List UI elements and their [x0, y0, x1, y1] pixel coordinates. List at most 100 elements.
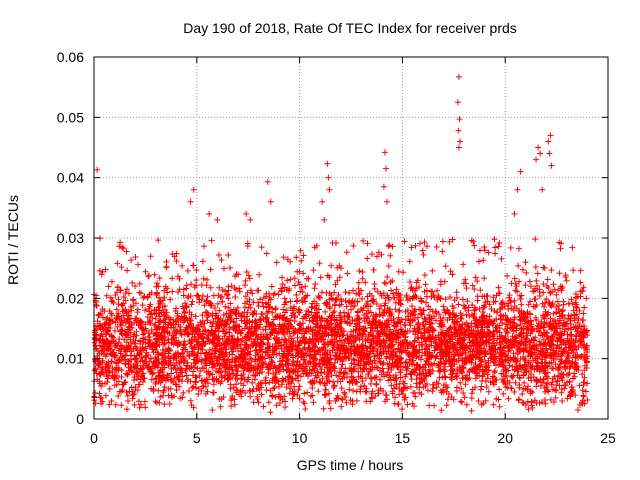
data-point	[583, 295, 590, 302]
data-point	[411, 403, 418, 410]
data-point	[511, 275, 518, 282]
data-point	[493, 376, 500, 383]
data-point	[453, 312, 460, 319]
data-point	[539, 379, 546, 386]
data-point	[267, 409, 274, 416]
data-point	[97, 371, 104, 378]
data-point	[189, 298, 196, 305]
data-point	[359, 378, 366, 385]
data-point	[551, 386, 558, 393]
data-point	[102, 326, 109, 333]
data-point	[278, 274, 285, 281]
data-point	[110, 334, 117, 341]
data-point	[342, 289, 349, 296]
data-point	[397, 300, 404, 307]
data-point	[577, 279, 584, 286]
data-point	[516, 396, 523, 403]
data-point	[154, 289, 161, 296]
data-point	[496, 290, 503, 297]
data-point	[137, 401, 144, 408]
data-point	[530, 336, 537, 343]
data-point	[367, 380, 374, 387]
data-point	[223, 337, 230, 344]
data-point	[391, 400, 398, 407]
data-point	[227, 300, 234, 307]
data-point	[225, 287, 232, 294]
data-point	[160, 317, 167, 324]
data-point	[184, 267, 191, 274]
data-point	[258, 244, 265, 251]
data-point	[124, 316, 131, 323]
data-point	[447, 324, 454, 331]
data-point	[213, 323, 220, 330]
data-point	[247, 287, 254, 294]
data-point	[397, 319, 404, 326]
data-point	[241, 304, 248, 311]
data-point	[212, 305, 219, 312]
data-point	[92, 389, 99, 396]
data-point	[419, 247, 426, 254]
data-point	[203, 358, 210, 365]
data-point	[567, 388, 574, 395]
data-point	[106, 385, 113, 392]
data-point	[237, 330, 244, 337]
data-point	[102, 266, 109, 273]
data-point	[521, 379, 528, 386]
data-point	[207, 284, 214, 291]
data-point	[279, 328, 286, 335]
data-point	[479, 309, 486, 316]
data-point	[389, 278, 396, 285]
data-point	[169, 275, 176, 282]
data-point	[169, 335, 176, 342]
data-point	[364, 353, 371, 360]
data-point	[111, 327, 118, 334]
data-point	[584, 397, 591, 404]
data-point	[522, 345, 529, 352]
data-point	[573, 333, 580, 340]
data-point	[242, 293, 249, 300]
data-point	[410, 352, 417, 359]
data-point	[392, 348, 399, 355]
data-point	[376, 367, 383, 374]
data-point	[343, 249, 350, 256]
data-point	[451, 341, 458, 348]
data-point	[491, 368, 498, 375]
data-point	[118, 367, 125, 374]
data-point	[558, 240, 565, 247]
data-point	[510, 328, 517, 335]
data-point	[359, 275, 366, 282]
data-point	[549, 379, 556, 386]
data-point	[464, 298, 471, 305]
data-point	[431, 347, 438, 354]
data-point	[232, 294, 239, 301]
data-point	[507, 244, 514, 251]
data-point	[394, 363, 401, 370]
data-point	[520, 315, 527, 322]
data-point	[453, 347, 460, 354]
data-point	[150, 330, 157, 337]
data-point	[485, 388, 492, 395]
data-point	[573, 304, 580, 311]
data-point	[338, 330, 345, 337]
data-point	[342, 297, 349, 304]
data-point	[135, 381, 142, 388]
data-point	[96, 312, 103, 319]
data-point	[500, 390, 507, 397]
data-point	[307, 393, 314, 400]
data-point	[560, 319, 567, 326]
data-point	[199, 312, 206, 319]
data-point	[541, 315, 548, 322]
data-point	[298, 284, 305, 291]
data-point	[478, 377, 485, 384]
data-point	[296, 321, 303, 328]
data-point	[540, 264, 547, 271]
data-point	[326, 397, 333, 404]
data-point	[294, 344, 301, 351]
data-point	[213, 357, 220, 364]
data-point	[391, 394, 398, 401]
data-point	[567, 331, 574, 338]
data-point	[272, 394, 279, 401]
data-point	[193, 282, 200, 289]
data-point	[113, 381, 120, 388]
data-point	[466, 367, 473, 374]
